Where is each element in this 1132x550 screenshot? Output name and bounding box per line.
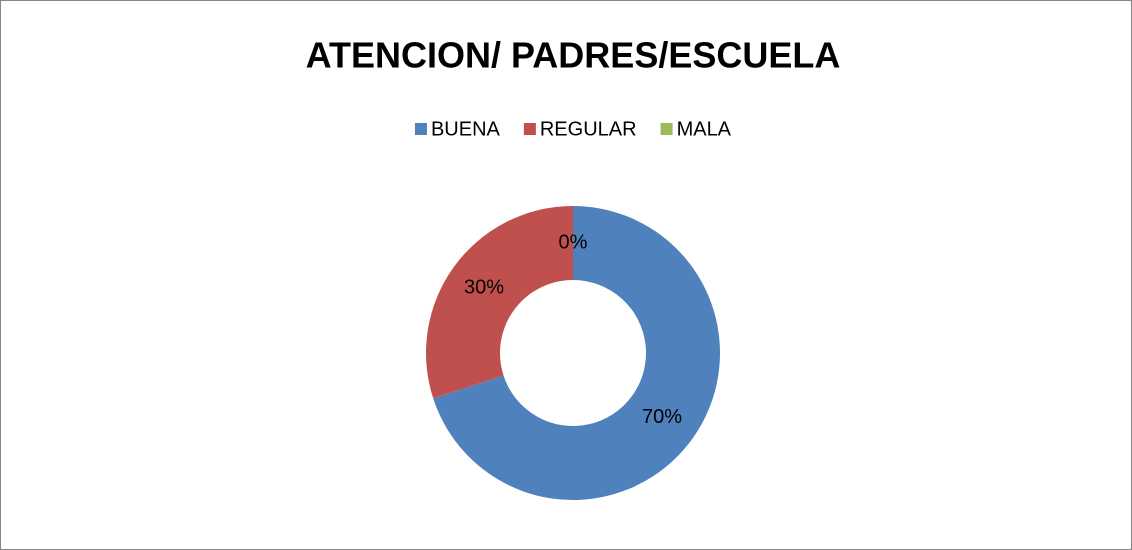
legend-swatch — [660, 123, 673, 135]
donut-slice — [426, 206, 573, 399]
legend-swatch — [523, 123, 536, 135]
legend-swatch — [414, 123, 427, 135]
legend-label: REGULAR — [540, 118, 637, 140]
donut-slice — [433, 206, 720, 500]
legend-label: BUENA — [431, 118, 501, 140]
chart-title: ATENCION/ PADRES/ESCUELA — [306, 35, 841, 76]
data-label: 30% — [464, 277, 504, 299]
legend-label: MALA — [677, 118, 732, 140]
data-label: 70% — [642, 406, 682, 428]
data-label: 0% — [559, 231, 588, 253]
